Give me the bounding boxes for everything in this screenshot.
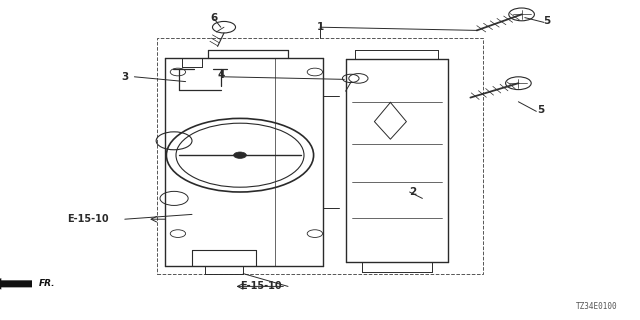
Text: 5: 5 [543,16,551,26]
Text: 5: 5 [537,105,545,116]
Text: 3: 3 [121,72,129,82]
Text: TZ34E0100: TZ34E0100 [576,302,618,311]
Circle shape [234,152,246,158]
Text: 1: 1 [316,22,324,32]
Text: 2: 2 [409,187,417,197]
FancyArrow shape [0,278,32,290]
Text: 4: 4 [217,70,225,80]
Text: E-15-10: E-15-10 [240,281,282,292]
Text: E-15-10: E-15-10 [67,214,109,224]
Text: FR.: FR. [38,279,55,288]
Bar [157,38,483,274]
Text: 6: 6 [211,12,218,23]
